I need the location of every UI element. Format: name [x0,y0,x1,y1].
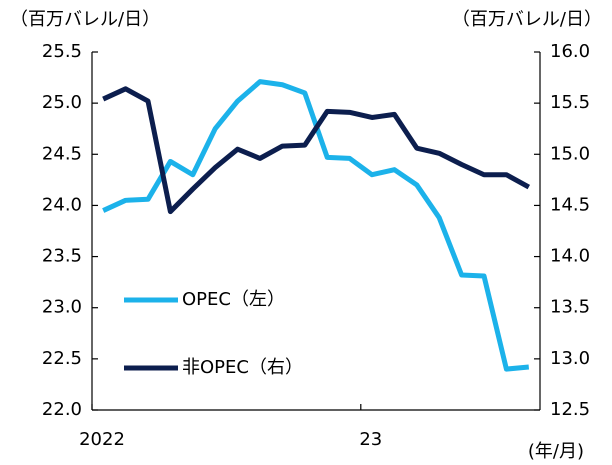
y2-tick-label: 15.0 [550,143,590,164]
y-tick-label: 23.0 [42,297,82,318]
x-tick-label: 2022 [79,429,125,450]
legend-label: 非OPEC（右） [182,357,303,378]
y2-axis-label: （百万バレル/日） [452,9,602,30]
y-tick-label: 24.5 [42,143,82,164]
y-tick-label: 22.5 [42,348,82,369]
series-line [102,86,531,215]
legend-label: OPEC（左） [182,289,285,310]
x-axis-label: (年/月) [528,441,584,462]
y2-tick-label: 12.5 [550,399,590,420]
y2-tick-label: 14.5 [550,194,590,215]
y2-tick-label: 15.5 [550,92,590,113]
y-tick-label: 23.5 [42,246,82,267]
y-tick-label: 25.0 [42,92,82,113]
y2-tick-label: 13.5 [550,297,590,318]
y2-tick-label: 14.0 [550,246,590,267]
x-tick-label: 23 [359,429,382,450]
y-tick-label: 22.0 [42,399,82,420]
y2-tick-label: 16.0 [550,41,590,62]
y-tick-label: 24.0 [42,194,82,215]
y-tick-label: 25.5 [42,41,82,62]
y2-tick-label: 13.0 [550,348,590,369]
y-axis-label: （百万バレル/日） [10,9,160,30]
